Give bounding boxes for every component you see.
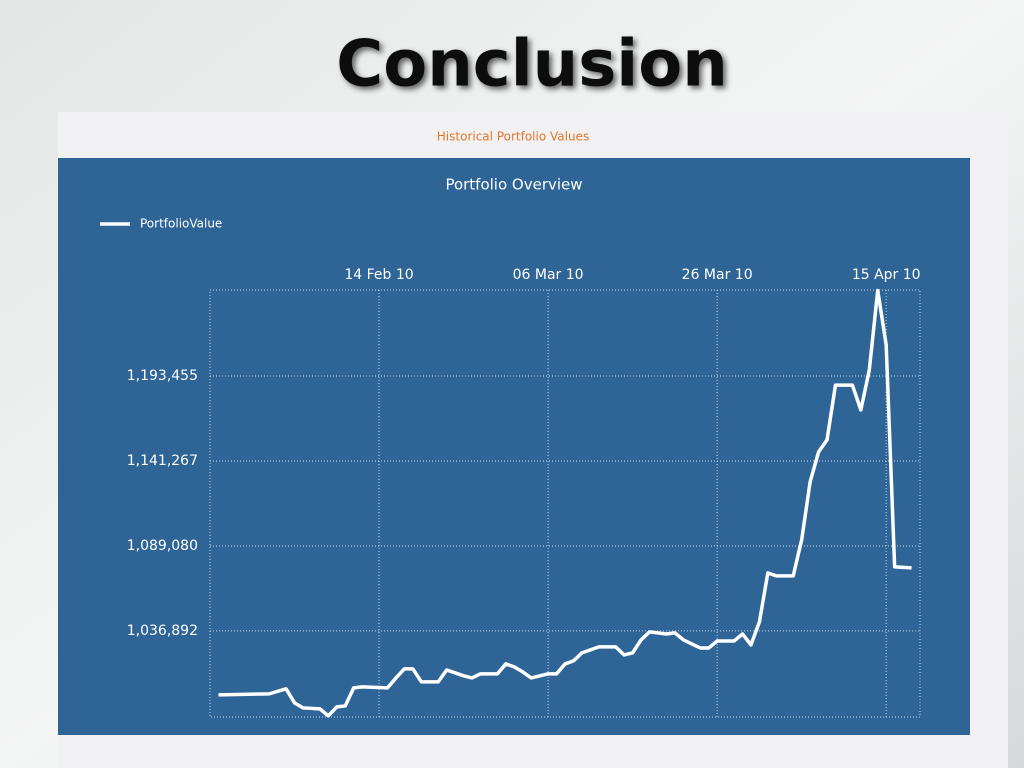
y-tick-label: 1,141,267 bbox=[127, 453, 198, 469]
y-tick-label: 1,036,892 bbox=[127, 623, 198, 639]
data-line bbox=[218, 288, 912, 718]
x-tick-label: 06 Mar 10 bbox=[513, 267, 584, 283]
plot-border bbox=[209, 289, 921, 718]
y-tick-label: 1,193,455 bbox=[127, 368, 198, 384]
x-tick-label: 26 Mar 10 bbox=[682, 267, 753, 283]
chart-title: Portfolio Overview bbox=[445, 176, 582, 194]
y-tick-label: 1,089,080 bbox=[127, 538, 198, 554]
x-tick-label: 15 Apr 10 bbox=[852, 267, 921, 283]
x-tick-label: 14 Feb 10 bbox=[344, 267, 413, 283]
slide-title: Conclusion bbox=[336, 28, 728, 102]
chart-background bbox=[58, 158, 970, 735]
legend-label: PortfolioValue bbox=[140, 217, 222, 231]
panel-title: Historical Portfolio Values bbox=[437, 130, 589, 144]
